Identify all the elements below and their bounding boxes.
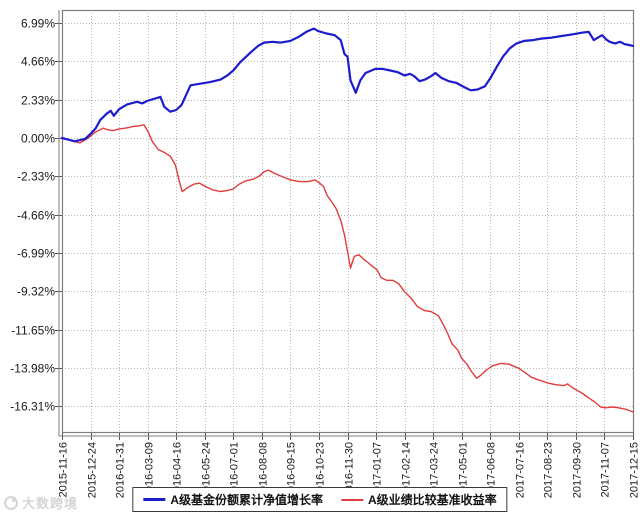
- x-axis-label: 2015-11-16: [58, 442, 70, 497]
- watermark-text: 大数跨境: [22, 496, 79, 511]
- y-axis-label: 6.99%: [21, 17, 55, 31]
- x-axis-label: 2017-12-15: [629, 442, 640, 498]
- benchmark-line: [61, 124, 634, 413]
- x-axis-label: 2017-11-07: [600, 442, 612, 497]
- x-axis-label: 2015-12-24: [87, 442, 99, 498]
- x-axis-label: 2016-03-09: [144, 442, 156, 498]
- y-axis-label: 2.33%: [21, 94, 55, 108]
- watermark: 大数跨境: [3, 493, 78, 512]
- fund-line-sample-icon: [143, 498, 166, 501]
- x-axis-label: 2016-05-24: [201, 442, 213, 498]
- legend-label-fund: A级基金份额累计净值增长率: [170, 493, 323, 507]
- x-axis-label: 2016-08-08: [258, 442, 270, 498]
- watermark-logo-icon: [4, 495, 18, 510]
- x-axis-label: 2016-10-23: [315, 442, 327, 498]
- x-axis-label: 2017-09-30: [572, 442, 584, 498]
- x-axis-label: 2016-01-31: [115, 442, 127, 498]
- legend-item-fund: A级基金份额累计净值增长率: [143, 491, 323, 508]
- plot-border: [61, 9, 635, 434]
- x-axis-label: 2017-05-01: [458, 442, 470, 498]
- y-axis-label: -13.98%: [10, 362, 55, 376]
- x-axis-label: 2017-03-24: [429, 442, 441, 498]
- benchmark-line-sample-icon: [341, 498, 363, 501]
- y-axis-label: -16.31%: [10, 400, 55, 414]
- y-axis-label: 0.00%: [21, 132, 55, 146]
- y-axis-label: -2.33%: [17, 170, 55, 184]
- y-axis-label: -4.66%: [17, 209, 55, 223]
- y-axis-label: -6.99%: [17, 247, 55, 261]
- x-axis-label: 2016-09-15: [286, 442, 298, 498]
- x-axis-label: 2017-06-08: [486, 442, 498, 498]
- legend-item-benchmark: A级业绩比较基准收益率: [341, 491, 497, 508]
- x-axis-label: 2017-01-07: [372, 442, 384, 498]
- y-axis-label: -11.65%: [11, 324, 55, 338]
- y-axis-label: -9.32%: [17, 285, 55, 299]
- y-axis-label: 4.66%: [21, 55, 55, 69]
- x-axis-label: 2016-04-16: [172, 442, 184, 498]
- x-axis-label: 2017-07-16: [515, 442, 527, 498]
- x-axis-label: 2017-02-14: [401, 442, 413, 498]
- fund-nav-line: [60, 27, 635, 143]
- x-axis-label: 2016-11-30: [344, 442, 356, 497]
- x-axis-label: 2017-08-23: [543, 442, 555, 498]
- legend-label-benchmark: A级业绩比较基准收益率: [368, 493, 497, 507]
- chart-legend: A级基金份额累计净值增长率 A级业绩比较基准收益率: [132, 487, 508, 512]
- x-axis-label: 2016-07-01: [229, 442, 241, 498]
